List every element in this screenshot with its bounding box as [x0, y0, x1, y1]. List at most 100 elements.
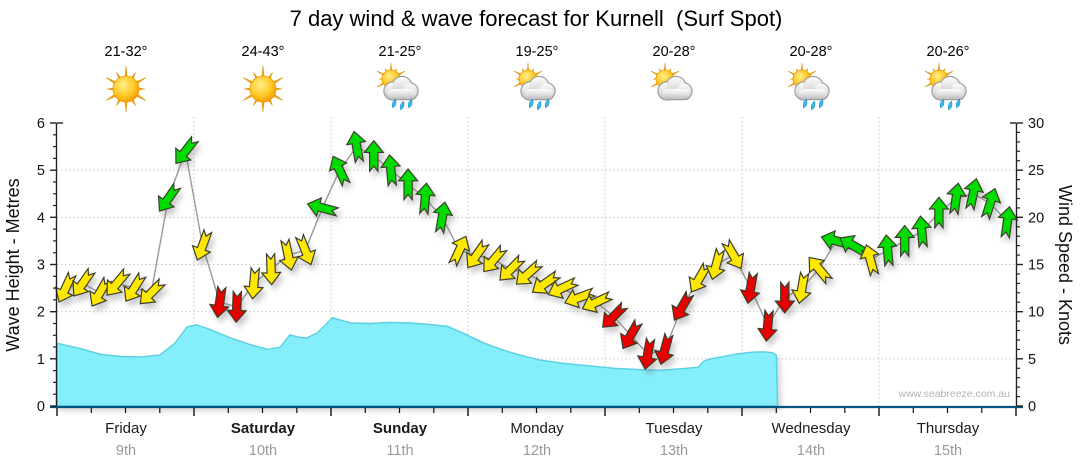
wind-arrows	[54, 130, 1019, 371]
temp-range-tuesday: 20-28°	[652, 44, 696, 60]
wind-arrow	[705, 246, 726, 281]
wave-axis-tick-label: 0	[37, 399, 45, 415]
wind-arrow	[345, 130, 367, 165]
day-date-saturday: 10th	[248, 443, 278, 459]
wind-arrow	[328, 155, 352, 188]
wind-arrow	[790, 270, 812, 305]
wind-arrow	[688, 261, 712, 293]
wind-arrow	[380, 153, 402, 188]
wind-arrow	[447, 235, 471, 268]
wind-arrow	[720, 237, 745, 270]
day-date-monday: 12th	[522, 443, 552, 459]
wind-arrow	[910, 215, 933, 249]
sunny-icon	[242, 65, 284, 113]
wind-arrow	[363, 139, 385, 174]
wind-arrow	[997, 205, 1019, 240]
day-date-friday: 9th	[115, 443, 137, 459]
wave-axis-tick-label: 4	[37, 210, 45, 226]
wind-arrow	[928, 196, 950, 230]
wind-arrow	[466, 238, 491, 269]
wind-arrow	[414, 182, 437, 216]
day-label-monday: Monday	[510, 420, 564, 437]
wind-arrow	[581, 290, 614, 314]
wave-height-area	[56, 317, 779, 407]
wind-arrow	[139, 277, 167, 305]
wind-arrow	[191, 227, 213, 261]
wind-axis-tick-label: 15	[1028, 258, 1044, 274]
wind-arrow	[106, 267, 132, 296]
wind-arrow	[89, 275, 113, 307]
wind-arrow	[636, 336, 658, 371]
watermark: www.seabreeze.com.au	[898, 388, 1010, 400]
rain-showers-icon	[787, 62, 830, 111]
wind-arrow	[894, 224, 916, 258]
wind-arrow	[980, 187, 1002, 221]
page-title: 7 day wind & wave forecast for Kurnell (…	[289, 6, 783, 31]
wind-arrow	[653, 331, 675, 366]
wind-arrow	[306, 196, 341, 218]
rain-showers-icon	[513, 62, 556, 111]
wind-arrow	[243, 265, 265, 300]
wind-arrow	[531, 269, 562, 294]
wind-axis-tick-label: 10	[1028, 305, 1044, 321]
wave-axis-tick-label: 5	[37, 163, 45, 179]
wind-arrow	[208, 284, 230, 319]
wave-axis-tick-label: 3	[37, 258, 45, 274]
wind-arrow	[619, 318, 644, 350]
day-date-wednesday: 14th	[796, 443, 826, 459]
wave-axis-title: Wave Height - Metres	[3, 178, 23, 352]
wind-arrow	[563, 287, 597, 309]
day-label-sunday: Sunday	[372, 420, 428, 437]
wind-arrow	[278, 237, 300, 272]
rain-showers-icon	[924, 62, 967, 111]
wind-arrow	[157, 181, 182, 212]
wind-arrow	[839, 234, 871, 259]
day-label-wednesday: Wednesday	[771, 420, 851, 437]
wind-arrow	[397, 168, 419, 202]
wave-axis-tick-label: 2	[37, 305, 45, 321]
wind-arrow	[602, 300, 630, 328]
wind-arrow	[260, 251, 282, 286]
wind-arrow	[547, 276, 580, 300]
day-label-thursday: Thursday	[916, 420, 980, 437]
temp-range-monday: 19-25°	[515, 44, 559, 60]
wind-arrow	[756, 308, 779, 343]
wind-axis-tick-label: 5	[1028, 352, 1036, 368]
day-date-sunday: 11th	[386, 443, 414, 459]
wind-arrow	[945, 182, 968, 217]
temp-range-thursday: 20-26°	[926, 44, 970, 60]
wind-arrow	[859, 244, 880, 278]
wind-axis-title: Wind Speed - Knots	[1055, 184, 1075, 346]
temp-range-sunday: 21-25°	[378, 44, 422, 60]
day-date-tuesday: 13th	[659, 443, 689, 459]
wind-arrow	[808, 256, 834, 286]
sunny-icon	[105, 65, 147, 113]
day-label-tuesday: Tuesday	[645, 420, 703, 437]
wind-axis-tick-label: 0	[1028, 399, 1036, 415]
wind-arrow	[72, 266, 97, 297]
day-date-thursday: 15th	[933, 443, 963, 459]
wind-arrow	[739, 270, 761, 305]
wind-arrow	[226, 289, 248, 324]
wind-arrow	[876, 234, 898, 268]
wind-arrow	[175, 134, 200, 165]
wind-arrow	[483, 243, 509, 273]
wind-arrow	[515, 258, 544, 285]
partly-cloudy-icon	[650, 62, 693, 101]
wind-arrow	[499, 253, 527, 281]
wind-arrow	[294, 232, 317, 266]
wind-arrow	[963, 177, 985, 212]
temp-range-saturday: 24-43°	[241, 44, 285, 60]
temp-range-friday: 21-32°	[104, 44, 148, 60]
day-label-saturday: Saturday	[230, 420, 296, 437]
wind-axis-tick-label: 30	[1028, 116, 1044, 132]
wind-arrow	[774, 280, 796, 314]
wind-arrow	[123, 271, 148, 302]
wind-arrow	[671, 289, 695, 322]
temp-range-wednesday: 20-28°	[789, 44, 833, 60]
rain-showers-icon	[376, 62, 419, 111]
wind-arrow	[432, 201, 454, 235]
wave-axis-tick-label: 6	[37, 116, 45, 132]
wave-axis-tick-label: 1	[37, 352, 45, 368]
